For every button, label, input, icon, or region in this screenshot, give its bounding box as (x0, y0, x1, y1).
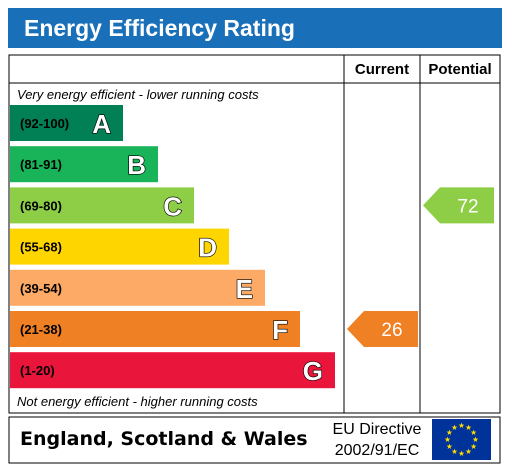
column-header-current: Current (355, 61, 409, 78)
band-bar (10, 105, 123, 141)
band-range-label: (92-100) (20, 116, 69, 131)
indicator-value: 72 (457, 196, 478, 217)
flag-star: ★ (472, 435, 479, 444)
band-range-label: (55-68) (20, 240, 62, 255)
footer-frame (8, 416, 501, 464)
band-letter: F (272, 315, 288, 345)
band-letter: A (92, 109, 111, 139)
footer-region: England, Scotland & Wales (20, 428, 308, 450)
flag-star: ★ (465, 447, 472, 456)
band-range-label: (1-20) (20, 363, 55, 378)
flag-star: ★ (470, 428, 477, 437)
band-bar (10, 352, 335, 389)
rating-indicators: 26 72 (347, 187, 494, 347)
flag-star: ★ (444, 435, 451, 444)
indicator-value: 26 (381, 320, 402, 341)
bottom-note: Not energy efficient - higher running co… (17, 394, 258, 409)
chart-title: Energy Efficiency Rating (24, 15, 295, 41)
band-bar (10, 146, 158, 183)
flag-star: ★ (465, 423, 472, 432)
table-frame (8, 54, 501, 414)
rating-band-b: (81-91) B (10, 146, 158, 183)
rating-band-d: (55-68) D (10, 228, 229, 265)
title-bar: Energy Efficiency Rating (8, 8, 502, 48)
column-header-potential: Potential (428, 61, 491, 78)
rating-band-c: (69-80) C (10, 187, 194, 224)
band-bar (10, 187, 194, 224)
band-bar (10, 228, 229, 265)
rating-bands: (92-100) A (81-91) B (69-80) C (55-68) D (39-54)… (10, 105, 335, 389)
indicator-arrow (423, 187, 494, 224)
top-note: Very energy efficient - lower running co… (17, 87, 259, 102)
flag-star: ★ (458, 421, 465, 430)
rating-band-e: (39-54) E (10, 269, 265, 306)
band-range-label: (39-54) (20, 281, 62, 296)
flag-star: ★ (451, 447, 458, 456)
flag-star: ★ (446, 442, 453, 451)
band-letter: G (303, 356, 323, 386)
band-range-label: (81-91) (20, 157, 62, 172)
flag-star: ★ (470, 442, 477, 451)
band-range-label: (21-38) (20, 322, 62, 337)
directive-line-2: 2002/91/EC (335, 442, 420, 459)
band-letter: E (236, 274, 253, 304)
potential-rating-indicator: 72 (423, 187, 494, 224)
rating-band-a: (92-100) A (10, 105, 123, 141)
flag-field (432, 419, 491, 460)
current-rating-indicator: 26 (347, 311, 418, 347)
indicator-arrow (347, 311, 418, 347)
band-bar (10, 311, 300, 347)
flag-star: ★ (451, 423, 458, 432)
directive-line-1: EU Directive (333, 421, 422, 438)
rating-band-g: (1-20) G (10, 352, 335, 389)
band-letter: B (127, 150, 146, 180)
band-range-label: (69-80) (20, 198, 62, 213)
band-letter: D (198, 233, 217, 263)
flag-star: ★ (446, 428, 453, 437)
eu-flag-icon: ★★★★★★★★★ ★ ★★ (432, 419, 491, 460)
band-bar (10, 269, 265, 306)
flag-star: ★ (458, 449, 465, 458)
rating-band-f: (21-38) F (10, 311, 300, 347)
band-letter: C (163, 191, 182, 221)
